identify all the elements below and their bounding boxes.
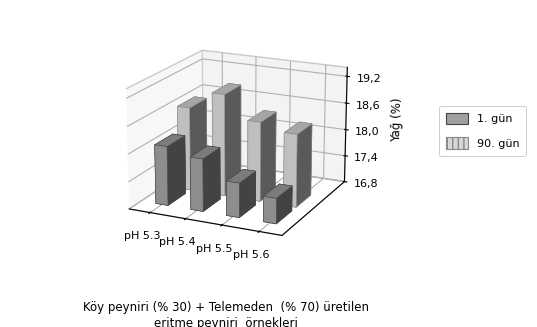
Text: eritme peyniri  örnekleri: eritme peyniri örnekleri [154, 317, 297, 327]
Text: Köy peyniri (% 30) + Telemeden  (% 70) üretilen: Köy peyniri (% 30) + Telemeden (% 70) ür… [83, 301, 368, 314]
Legend: 1. gün, 90. gün: 1. gün, 90. gün [439, 106, 526, 156]
